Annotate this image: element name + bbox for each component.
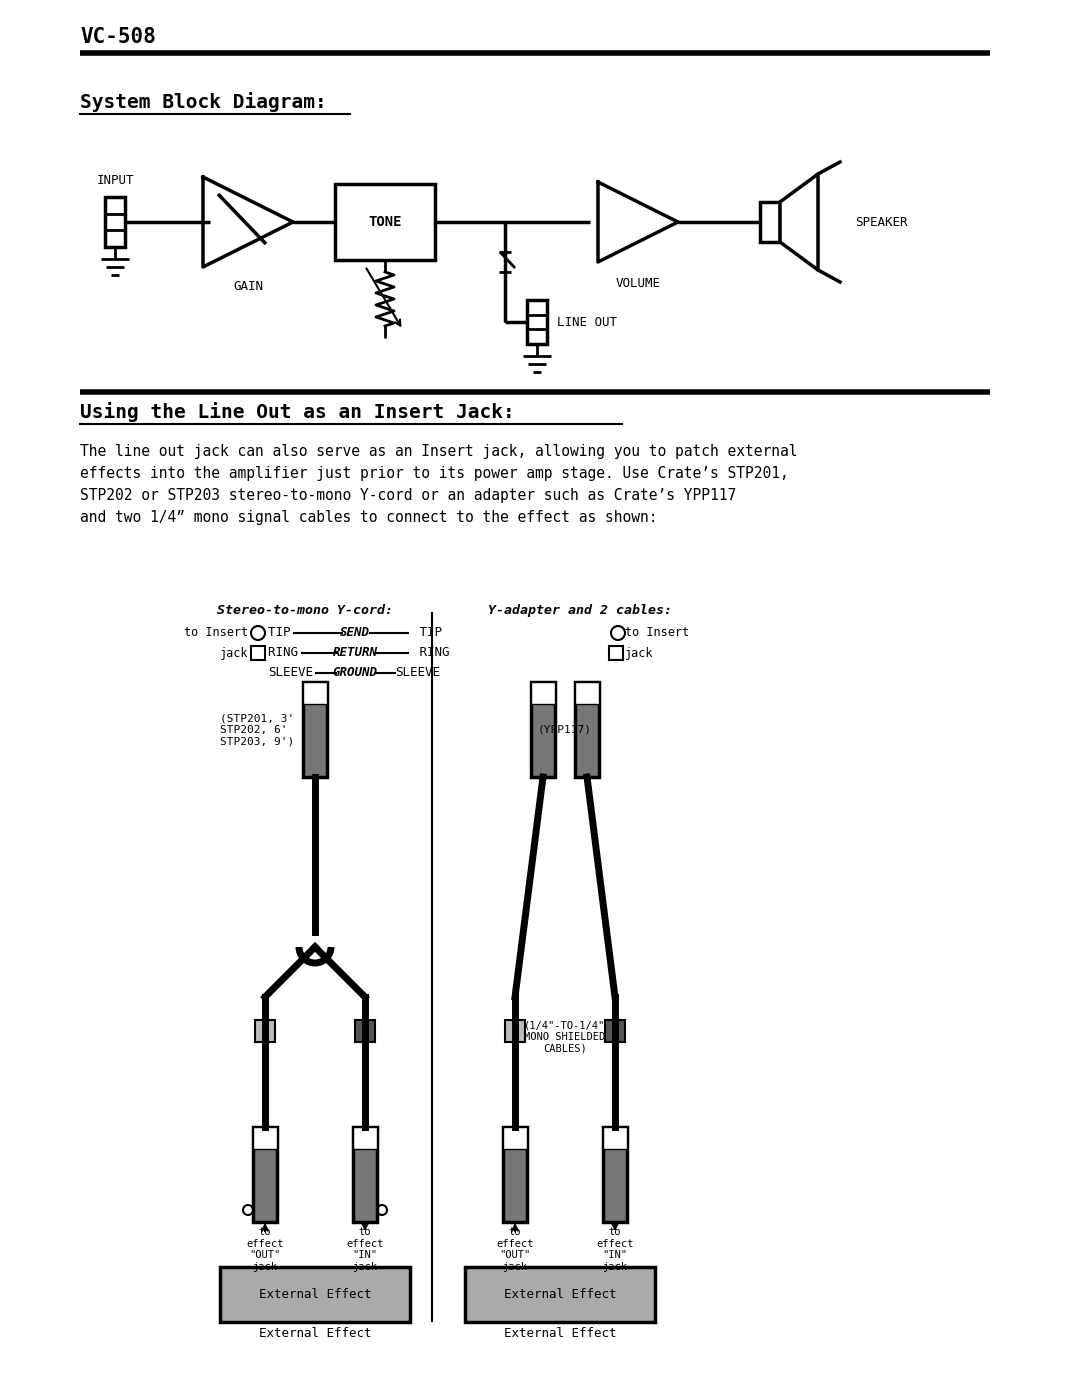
Text: jack: jack: [219, 647, 248, 659]
Bar: [105, 197, 125, 247]
Text: GAIN: GAIN: [233, 279, 264, 293]
Bar: [603, 1127, 627, 1222]
Bar: [609, 645, 623, 659]
Text: LINE OUT: LINE OUT: [557, 316, 617, 328]
Bar: [353, 1127, 377, 1148]
Text: External Effect: External Effect: [259, 1327, 372, 1340]
Text: Using the Line Out as an Insert Jack:: Using the Line Out as an Insert Jack:: [80, 402, 515, 422]
Bar: [355, 1020, 375, 1042]
Text: (STP201, 3'
STP202, 6'
STP203, 9'): (STP201, 3' STP202, 6' STP203, 9'): [220, 714, 294, 746]
Text: Stereo-to-mono Y-cord:: Stereo-to-mono Y-cord:: [217, 604, 393, 617]
Bar: [503, 1127, 527, 1222]
Text: to
effect
"IN"
jack: to effect "IN" jack: [347, 1227, 383, 1271]
Bar: [251, 645, 265, 659]
Text: to
effect
"OUT"
jack: to effect "OUT" jack: [496, 1227, 534, 1271]
Text: STP202 or STP203 stereo-to-mono Y-cord or an adapter such as Crate’s YPP117: STP202 or STP203 stereo-to-mono Y-cord o…: [80, 488, 737, 503]
Bar: [303, 682, 327, 704]
Text: INPUT: INPUT: [96, 175, 134, 187]
Bar: [531, 682, 555, 704]
Bar: [760, 203, 780, 242]
Text: The line out jack can also serve as an Insert jack, allowing you to patch extern: The line out jack can also serve as an I…: [80, 444, 797, 460]
Text: RING: RING: [268, 647, 306, 659]
Bar: [353, 1127, 377, 1222]
Bar: [527, 300, 546, 344]
Bar: [303, 682, 327, 777]
Bar: [505, 1020, 525, 1042]
Text: to
effect
"IN"
jack: to effect "IN" jack: [596, 1227, 634, 1271]
Text: TIP: TIP: [411, 626, 442, 640]
Text: (YPP117): (YPP117): [538, 725, 592, 735]
Text: VOLUME: VOLUME: [616, 277, 661, 291]
Bar: [575, 682, 599, 704]
Text: effects into the amplifier just prior to its power amp stage. Use Crate’s STP201: effects into the amplifier just prior to…: [80, 467, 788, 481]
Text: TIP: TIP: [268, 626, 298, 640]
Text: RING: RING: [411, 647, 449, 659]
Bar: [605, 1020, 625, 1042]
Text: External Effect: External Effect: [259, 1288, 372, 1301]
Bar: [603, 1127, 627, 1148]
Bar: [220, 1267, 410, 1322]
Text: jack: jack: [625, 647, 653, 659]
Text: SPEAKER: SPEAKER: [855, 215, 907, 229]
Bar: [253, 1127, 276, 1148]
Text: External Effect: External Effect: [503, 1327, 617, 1340]
Bar: [335, 184, 435, 260]
Polygon shape: [780, 175, 818, 270]
Text: TONE: TONE: [368, 215, 402, 229]
Bar: [575, 682, 599, 777]
Text: and two 1/4” mono signal cables to connect to the effect as shown:: and two 1/4” mono signal cables to conne…: [80, 510, 658, 525]
Text: SEND: SEND: [340, 626, 370, 640]
Text: to Insert: to Insert: [184, 626, 248, 640]
Text: GROUND: GROUND: [333, 666, 378, 679]
Text: VC-508: VC-508: [80, 27, 156, 47]
Text: Y-adapter and 2 cables:: Y-adapter and 2 cables:: [488, 604, 672, 617]
Text: (1/4"-TO-1/4"
MONO SHIELDED
CABLES): (1/4"-TO-1/4" MONO SHIELDED CABLES): [525, 1020, 606, 1053]
Bar: [465, 1267, 654, 1322]
Text: System Block Diagram:: System Block Diagram:: [80, 92, 327, 112]
Bar: [253, 1127, 276, 1222]
Text: External Effect: External Effect: [503, 1288, 617, 1301]
Text: to Insert: to Insert: [625, 626, 689, 640]
Text: to
effect
"OUT"
jack: to effect "OUT" jack: [246, 1227, 284, 1271]
Bar: [255, 1020, 275, 1042]
Bar: [503, 1127, 527, 1148]
Text: SLEEVE: SLEEVE: [395, 666, 440, 679]
Text: SLEEVE: SLEEVE: [268, 666, 313, 679]
Bar: [531, 682, 555, 777]
Text: RETURN: RETURN: [333, 647, 378, 659]
